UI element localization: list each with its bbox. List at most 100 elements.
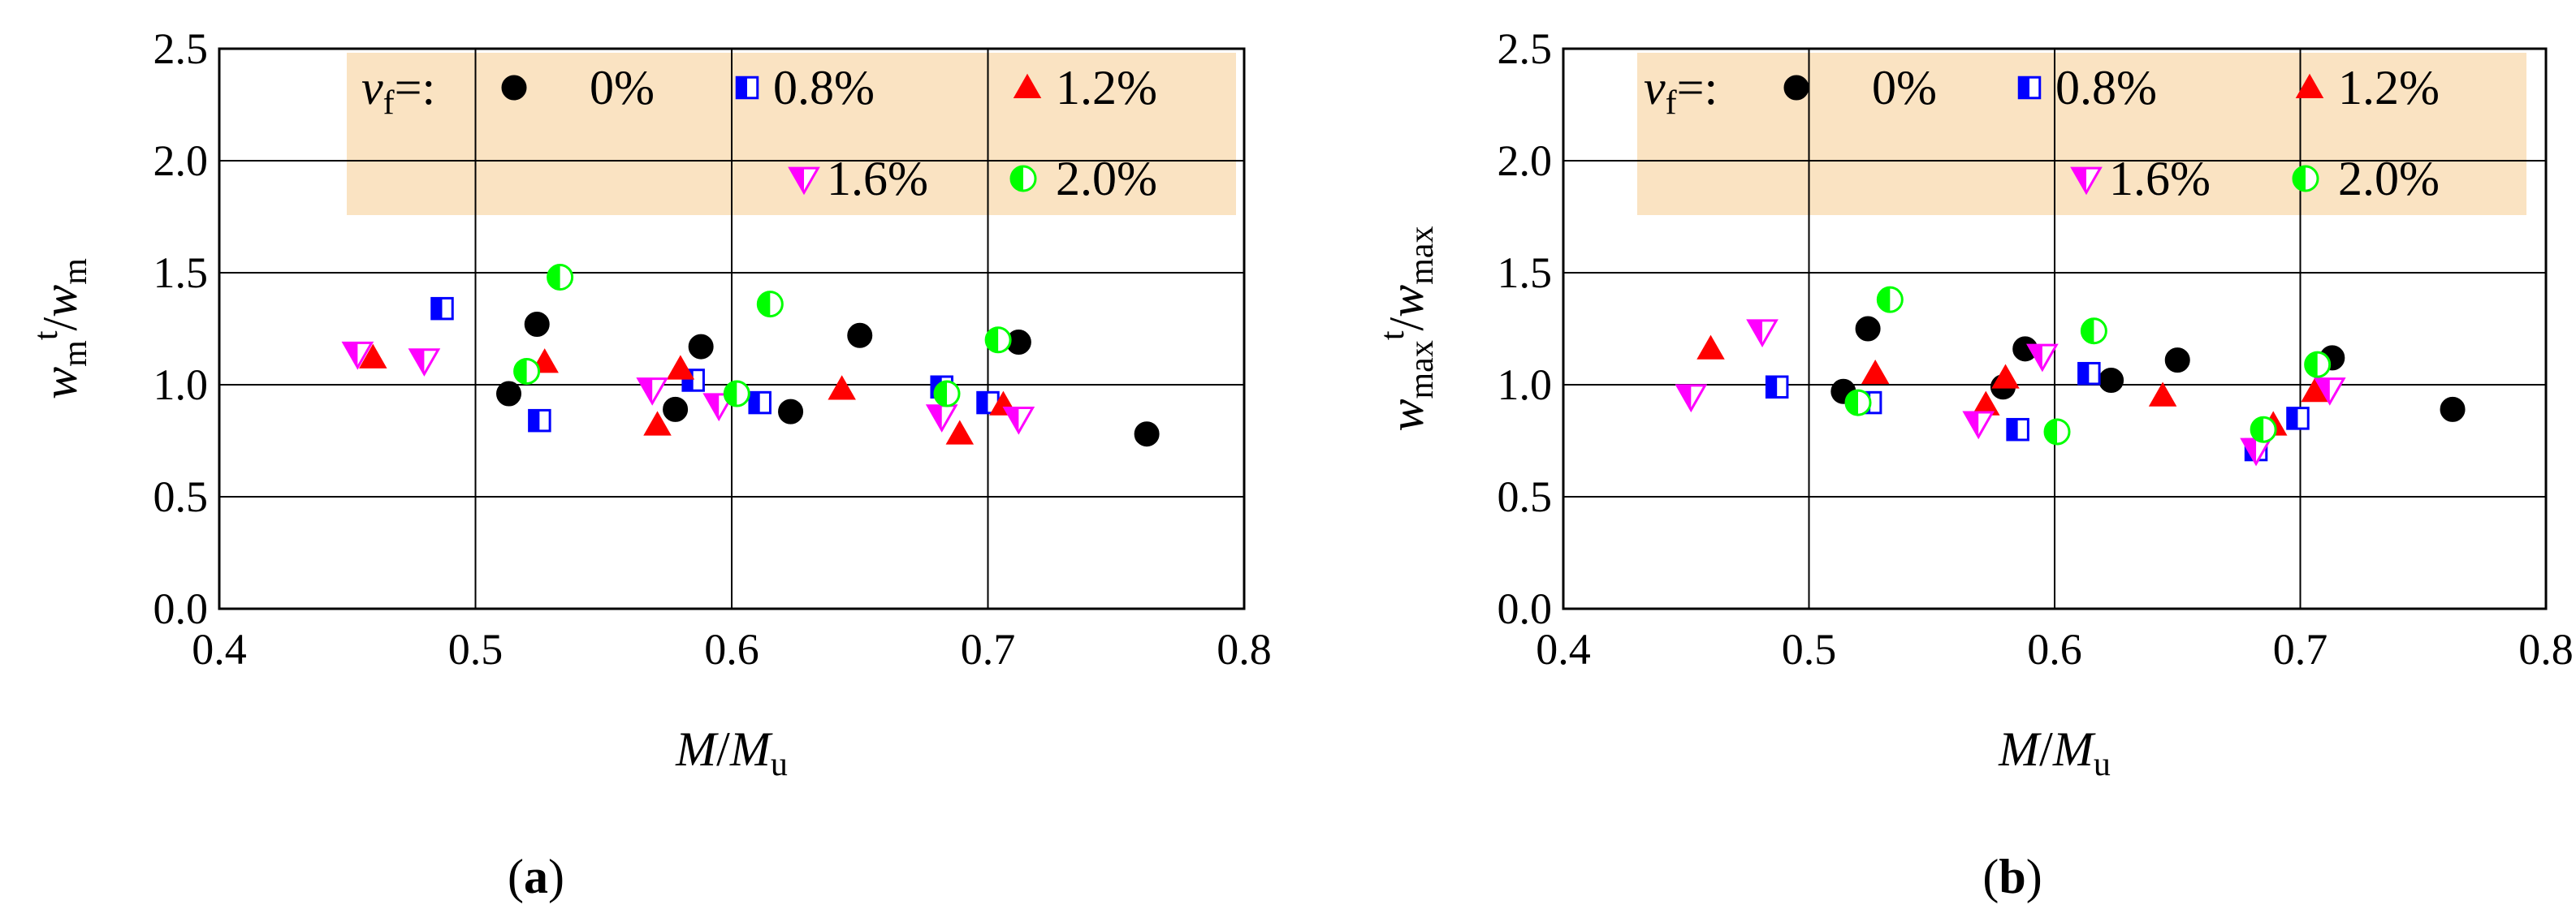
panel-b-ytick-2: 1.0 [1498,360,1553,409]
panel-b-xtick-1: 0.5 [1782,625,1837,674]
panel-a-ylabel-sub: m [57,340,94,367]
panel-a-point-s0-5 [847,322,873,348]
panel-b-point-s4-5 [2304,351,2332,378]
panel-b-legend-label-3: 1.6% [2109,152,2211,205]
panel-a-legend-markers [501,73,1042,196]
panel-a-xlabel-slash: / [716,722,730,776]
panel-a-point-s0-2 [663,396,689,422]
panel-b-ylabel-sup: t [1374,330,1411,340]
panel-b-xtick-2: 0.6 [2027,625,2082,674]
panel-b-legend-marker-2 [2295,73,2324,98]
panel-b-point-s4-3 [2080,317,2107,345]
panel-a-legend-f: f [383,84,395,122]
panel-a-ylabel-sup: t [28,330,65,340]
panel-b-ylabel-w: w [1380,399,1433,431]
panel-b-caption-open: ( [1982,850,1999,903]
panel-a-point-s0-0 [496,381,522,407]
panel-b-legend-label-1: 0.8% [2055,61,2157,114]
panel-a-point-s4-1 [547,264,574,291]
panel-b-legend-v: v [1644,61,1666,114]
panel-b-xtick-4: 0.8 [2518,625,2574,674]
panel-b-caption-close: ) [2026,850,2042,903]
panel-b-legend: vf=: 0% 0.8% 1.2% 1.6% 2.0% [1644,61,2440,205]
panel-b-legend-marker-1 [2017,75,2042,100]
panel-a-y-axis-label: wmt/wm [28,258,94,399]
panel-b-xtick-3: 0.7 [2273,625,2328,674]
panel-a-point-s1-3 [748,390,772,415]
panel-a-legend-marker-0 [501,75,527,101]
panel-b-point-s2-3 [1991,364,2020,389]
panel-b-point-s1-5 [2286,407,2310,430]
panel-b-ytick-1: 0.5 [1498,472,1553,521]
panel-b-legend-prefix: vf=: [1644,61,1718,122]
panel-b-ytick-4: 2.0 [1498,136,1553,185]
panel-b-legend-f: f [1666,84,1677,122]
panel-b-point-s4-4 [2250,416,2277,443]
panel-a-point-s3-1 [408,348,441,377]
panel-a-xlabel-sub: u [771,746,788,783]
panel-b-point-s3-5 [2313,377,2346,406]
panel-a-ytick-1: 0.5 [153,472,209,521]
panel-a-caption-open: ( [508,850,524,903]
panel-b-xlabel-m: M [1998,722,2042,776]
panel-b-legend-eq: =: [1677,61,1718,114]
panel-a-xlabel-m2: M [729,722,773,776]
panel-b-point-s0-7 [2440,396,2466,422]
panel-b-point-s4-0 [1844,389,1872,416]
panel-a-point-s4-4 [933,380,961,407]
panel-b-legend-marker-0 [1783,75,1809,101]
panel-b-y-tick-labels: 0.0 0.5 1.0 1.5 2.0 2.5 [1498,24,1553,633]
panel-b-point-s2-0 [1696,334,1725,360]
panel-a-point-s3-2 [636,377,669,406]
panel-a-xtick-3: 0.7 [961,625,1016,674]
panel-a-point-s4-3 [756,291,784,318]
panel-a-legend-prefix: vf=: [361,61,435,122]
panel-b-point-s0-1 [1855,316,1881,342]
panel-a-ylabel-sub2: m [57,258,94,285]
panel-b-point-s2-2 [1972,390,2000,416]
panel-b-point-s2-4 [2148,381,2177,407]
panel-a-legend-background [347,53,1236,215]
panel-a-point-s2-5 [945,420,975,445]
panel-a-legend-label-3: 1.6% [827,152,928,205]
panel-a-point-s2-3 [666,355,695,380]
panel-a-legend-eq: =: [395,61,436,114]
panel-a-point-s4-2 [723,380,750,407]
panel-b-caption: (b) [1982,850,2042,903]
panel-a-ytick-4: 2.0 [153,136,209,185]
panel-a-legend-label-4: 2.0% [1056,152,1157,205]
panel-a-xtick-1: 0.5 [448,625,504,674]
panel-a-point-s2-0 [359,343,387,368]
panel-a-point-s0-4 [778,399,804,425]
panel-b-point-s0-4 [2098,367,2124,393]
panel-b-y-axis-label: wmaxt/wmax [1374,226,1441,431]
panel-b-point-s0-5 [2164,347,2190,373]
panel-b-ylabel-sub2: max [1403,226,1441,284]
panel-b-point-s1-0 [1765,375,1789,399]
panel-b-ylabel-sub: max [1403,340,1441,399]
panel-b-ytick-0: 0.0 [1498,584,1553,633]
panel-b-point-s4-1 [1876,286,1904,313]
panel-a-legend-marker-3 [788,166,820,196]
panel-a-xlabel-m: M [675,722,719,776]
panel-a-chart: 0.4 0.5 0.6 0.7 0.8 0.00.51.01.52.02.5 M/Mu … [28,24,1272,903]
panel-b-ylabel-slash: / [1380,317,1433,331]
panel-a-ylabel-slash: / [33,317,87,331]
panel-a-legend-marker-4 [1009,165,1037,192]
panel-b-point-s2-6 [2301,377,2329,403]
panel-a-caption-close: ) [548,850,564,903]
panel-b-legend-label-2: 1.2% [2338,61,2440,114]
panel-b-legend-background [1637,53,2526,215]
panel-a-legend-label-0: 0% [590,61,655,114]
panel-a-plot-frame [218,47,1246,610]
panel-a-ylabel-w2: w [33,285,87,317]
panel-a-point-s2-2 [643,411,672,436]
panel-a-point-s3-0 [341,341,374,370]
panel-a-ytick-2: 1.0 [153,360,209,409]
panel-a-point-s3-5 [1002,406,1035,435]
panel-a-point-s0-3 [688,334,714,360]
panel-a-ytick-0: 0.0 [153,584,209,633]
panel-b-xlabel-sub: u [2094,746,2111,783]
panel-b-ytick-3: 1.5 [1498,248,1553,297]
